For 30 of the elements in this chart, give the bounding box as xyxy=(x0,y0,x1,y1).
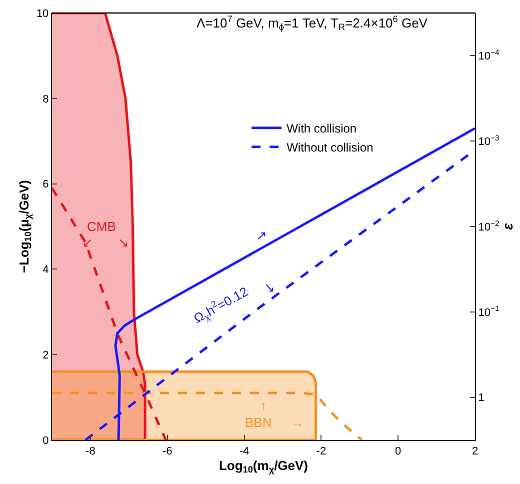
x-tick-label: 2 xyxy=(472,445,478,458)
x-tick-label: 0 xyxy=(395,445,402,458)
y2-tick-label: 10$^{−1}$ xyxy=(478,304,500,319)
x-tick-label: -8 xyxy=(86,445,96,458)
x-tick-label: -6 xyxy=(162,445,172,458)
annotation: BBN xyxy=(245,415,272,430)
chart-title: Λ=10$^{7}$ GeV, m$_{ϕ}$=1 TeV, T$_{R}$=2.4×10$^{6}$ GeV xyxy=(196,14,428,32)
legend-label: With collision xyxy=(286,122,357,136)
y-tick-label: 10 xyxy=(36,8,49,20)
annotation: ↗ xyxy=(256,228,267,243)
y2-tick-label: 10$^{−4}$ xyxy=(478,48,500,63)
y-tick-label: 4 xyxy=(42,264,49,276)
annotation: ↘ xyxy=(264,280,275,295)
annotation: ↘ xyxy=(118,235,129,250)
y-tick-label: 0 xyxy=(42,434,49,447)
y2-tick-label: 1 xyxy=(478,392,484,404)
x-tick-label: -4 xyxy=(239,445,250,458)
legend-label: Without collision xyxy=(286,140,374,155)
x-tick-label: -2 xyxy=(316,445,326,458)
annotation: CMB xyxy=(87,219,116,234)
annotation: → xyxy=(291,415,304,430)
annotation: ↑ xyxy=(260,398,266,413)
y2-axis-title: ε xyxy=(499,222,516,230)
y2-tick-label: 10$^{−2}$ xyxy=(478,218,500,234)
y-tick-label: 8 xyxy=(42,93,49,106)
y2-tick-label: 10$^{−3}$ xyxy=(478,133,500,148)
x-axis-title: Log$_{10}$(m$_{χ}$/GeV) xyxy=(218,458,308,475)
annotation: ↙ xyxy=(82,235,93,250)
y-tick-label: 2 xyxy=(42,349,49,362)
y-tick-label: 6 xyxy=(42,178,49,191)
